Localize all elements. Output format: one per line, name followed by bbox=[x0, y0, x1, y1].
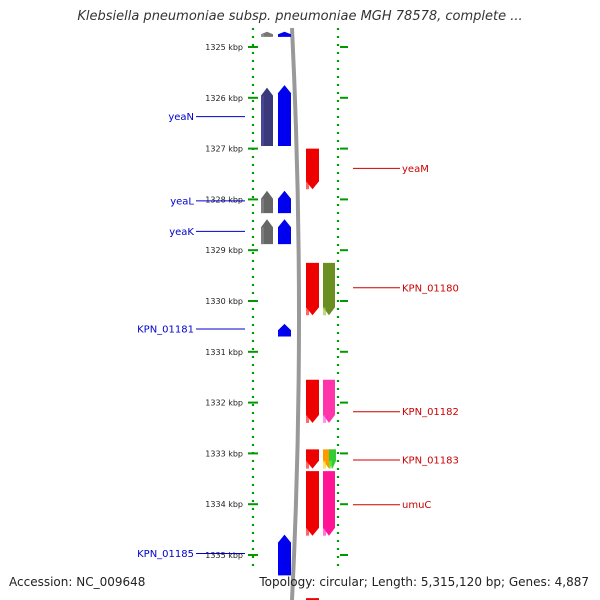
gene-arrow-body bbox=[306, 148, 319, 190]
tick-label: 1331 kbp bbox=[205, 348, 243, 357]
gene-arrow-highlight bbox=[306, 527, 309, 536]
left-gene-label-text: yeaL bbox=[170, 196, 194, 207]
gene-arrow-body bbox=[323, 379, 335, 423]
gene-arrow bbox=[329, 449, 336, 469]
left-gene-label: KPN_01181 bbox=[137, 324, 245, 335]
left-gene-label: yeaN bbox=[168, 112, 245, 123]
gene-arrow-highlight bbox=[278, 227, 281, 245]
tick-label: 1325 kbp bbox=[205, 43, 243, 52]
gene-arrow-highlight bbox=[261, 227, 264, 245]
gene-arrow-body bbox=[306, 471, 319, 536]
right-gene-label: umuC bbox=[353, 500, 431, 511]
gene-arrow-highlight bbox=[261, 95, 264, 147]
tick-label: 1330 kbp bbox=[205, 297, 243, 306]
genome-backbone bbox=[290, 27, 301, 600]
gene-arrow bbox=[261, 31, 273, 37]
tick-label: 1328 kbp bbox=[205, 195, 243, 204]
gene-arrow bbox=[306, 449, 319, 469]
right-gene-label: KPN_01180 bbox=[353, 283, 459, 294]
right-gene-label-text: KPN_01182 bbox=[402, 407, 459, 418]
gene-arrow-highlight bbox=[329, 460, 332, 469]
left-gene-label-text: KPN_01181 bbox=[137, 324, 194, 335]
gene-arrow bbox=[261, 190, 273, 214]
gene-arrow-highlight bbox=[278, 198, 281, 214]
gene-features bbox=[261, 31, 336, 600]
gene-arrow-body bbox=[278, 85, 291, 147]
gene-arrow bbox=[306, 471, 319, 536]
gene-arrow-body bbox=[323, 471, 335, 536]
gene-arrow-body bbox=[306, 262, 319, 316]
gene-arrow bbox=[261, 219, 273, 245]
left-gene-label-text: yeaK bbox=[169, 227, 194, 238]
tick-label: 1335 kbp bbox=[205, 551, 243, 560]
left-gene-label-text: KPN_01185 bbox=[137, 549, 194, 560]
tick-label: 1327 kbp bbox=[205, 145, 243, 154]
gene-arrow-highlight bbox=[323, 527, 326, 536]
gene-arrow-body bbox=[278, 534, 291, 576]
gene-arrow bbox=[323, 379, 335, 423]
gene-arrow bbox=[278, 534, 291, 576]
accession-label: Accession: NC_009648 bbox=[9, 575, 146, 589]
gene-arrow-body bbox=[278, 219, 291, 245]
tick-label: 1332 kbp bbox=[205, 399, 243, 408]
gene-arrow-highlight bbox=[306, 460, 309, 469]
gene-arrow-highlight bbox=[323, 460, 326, 469]
gene-arrow-body bbox=[306, 379, 319, 423]
gene-arrow-body bbox=[323, 262, 335, 316]
gene-arrow-highlight bbox=[306, 307, 309, 316]
gene-arrow bbox=[323, 262, 335, 316]
right-gene-label-text: KPN_01180 bbox=[402, 283, 459, 294]
left-gene-label: yeaK bbox=[169, 227, 245, 238]
gene-arrow-highlight bbox=[261, 34, 264, 37]
tick-label: 1333 kbp bbox=[205, 449, 243, 458]
gene-arrow bbox=[278, 31, 291, 37]
tick-label: 1334 kbp bbox=[205, 500, 243, 509]
gene-arrow bbox=[278, 85, 291, 147]
gene-arrow bbox=[306, 262, 319, 316]
gene-arrow-highlight bbox=[278, 330, 281, 337]
gene-arrow-body bbox=[278, 323, 291, 337]
tick-label: 1326 kbp bbox=[205, 94, 243, 103]
right-gene-label-text: KPN_01183 bbox=[402, 456, 459, 467]
gene-arrow-body bbox=[278, 31, 291, 37]
gene-arrow-highlight bbox=[278, 542, 281, 576]
right-gene-label: KPN_01182 bbox=[353, 407, 459, 418]
gene-arrow bbox=[278, 323, 291, 337]
gene-arrow bbox=[323, 471, 335, 536]
kbp-scale: 1325 kbp 1326 kbp 1327 kbp 1328 kbp 1329 kbp… bbox=[205, 43, 348, 560]
gene-arrow-highlight bbox=[306, 181, 309, 190]
gene-arrow bbox=[278, 219, 291, 245]
gene-arrow bbox=[278, 190, 291, 214]
right-gene-label: KPN_01183 bbox=[353, 456, 459, 467]
left-gene-label-text: yeaN bbox=[168, 112, 194, 123]
gene-arrow-highlight bbox=[278, 34, 281, 37]
gene-arrow bbox=[261, 87, 273, 147]
gene-arrow-highlight bbox=[261, 198, 264, 214]
topology-label: Topology: circular; Length: 5,315,120 bp… bbox=[259, 575, 589, 589]
gene-labels: yeaN yeaL yeaK KPN_01181 KPN_01185 yeaM KPN_01… bbox=[137, 112, 459, 560]
gene-arrow-body bbox=[306, 449, 319, 469]
map-title: Klebsiella pneumoniae subsp. pneumoniae … bbox=[77, 9, 523, 24]
backbone-arc bbox=[290, 27, 301, 600]
left-gene-label: KPN_01185 bbox=[137, 549, 245, 560]
right-gene-label-text: yeaM bbox=[402, 164, 429, 175]
tick-label: 1329 kbp bbox=[205, 246, 243, 255]
right-gene-label-text: umuC bbox=[402, 500, 431, 511]
left-gene-label: yeaL bbox=[170, 196, 245, 207]
gene-arrow-highlight bbox=[278, 93, 281, 147]
right-gene-label: yeaM bbox=[353, 164, 429, 175]
gene-arrow-highlight bbox=[323, 414, 326, 423]
gene-arrow-highlight bbox=[306, 414, 309, 423]
gene-arrow-body bbox=[278, 190, 291, 214]
gene-arrow bbox=[306, 148, 319, 190]
gene-arrow bbox=[306, 379, 319, 423]
gene-arrow-highlight bbox=[323, 307, 326, 316]
